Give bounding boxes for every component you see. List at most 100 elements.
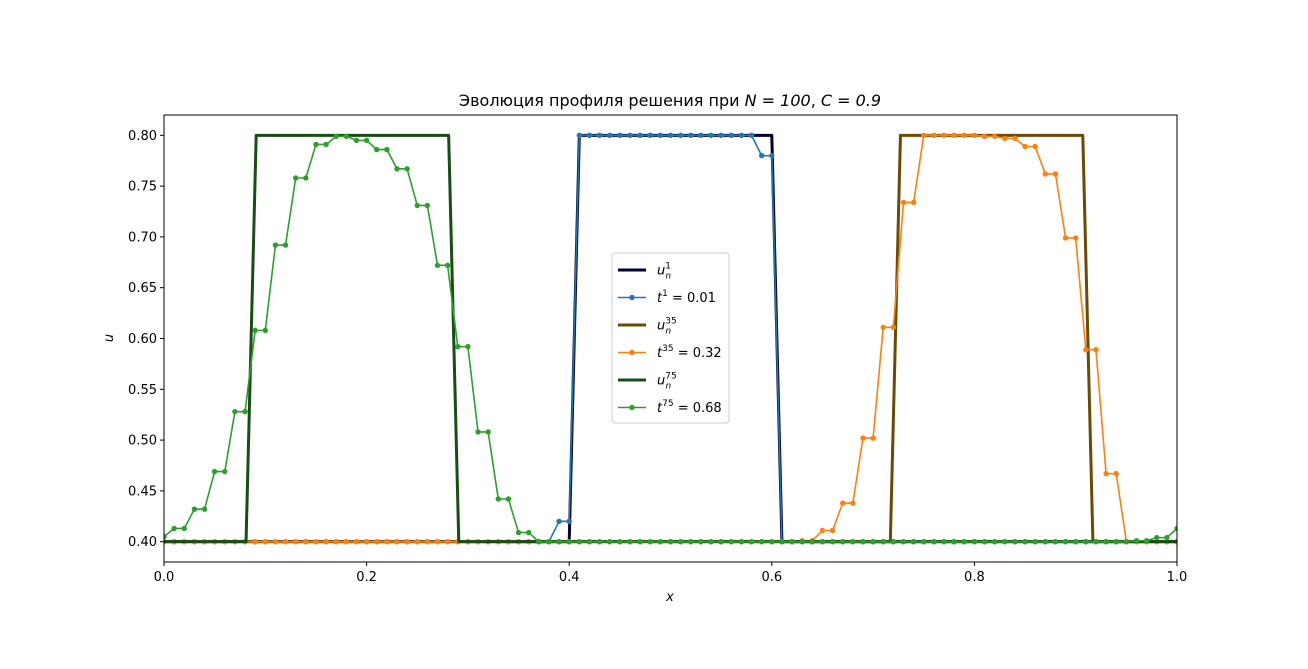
series-point-t75 (485, 429, 491, 435)
series-point-t75 (404, 166, 410, 172)
series-point-t75 (222, 468, 228, 475)
series-point-t75 (414, 202, 420, 209)
series-point-t75 (607, 538, 613, 545)
legend-label: u1 n (657, 262, 671, 282)
series-point-t35 (840, 500, 846, 506)
series-point-t75 (211, 468, 218, 475)
series-point-t35 (292, 538, 299, 545)
legend-label: u35 n (657, 317, 677, 337)
series-point-t1 (769, 152, 775, 159)
series-point-t75 (586, 538, 593, 545)
series-point-t75 (536, 538, 542, 545)
series-point-t35 (870, 435, 876, 441)
series-point-t35 (414, 538, 420, 545)
y-tick-label: 0.40 (128, 535, 157, 550)
series-point-t35 (971, 132, 978, 139)
series-point-t75 (1062, 538, 1069, 545)
series-point-t75 (799, 538, 805, 545)
series-point-t35 (343, 538, 350, 545)
series-point-t35 (860, 435, 866, 441)
series-point-t75 (809, 538, 816, 545)
legend-marker (629, 404, 635, 411)
series-point-t35 (961, 132, 967, 139)
series-point-t75 (262, 327, 268, 334)
series-point-t75 (1052, 538, 1059, 545)
series-point-t75 (323, 141, 329, 148)
series-point-t75 (941, 538, 947, 545)
series-point-t75 (444, 262, 451, 269)
y-tick-label: 0.80 (128, 129, 157, 144)
series-point-t35 (991, 133, 998, 140)
series-point-t35 (910, 199, 917, 206)
x-tick-label: 0.6 (761, 570, 782, 585)
legend-marker (629, 349, 635, 356)
y-tick-label: 0.65 (128, 281, 157, 296)
series-point-t35 (303, 538, 309, 545)
series-point-t75 (819, 538, 826, 545)
series-point-t75 (708, 538, 714, 545)
series-point-t35 (394, 538, 400, 545)
series-point-t75 (890, 538, 897, 545)
series-point-t75 (758, 538, 765, 545)
legend-label: t35 = 0.32 (657, 344, 722, 361)
y-tick-label: 0.55 (128, 383, 157, 398)
series-point-t1 (617, 132, 623, 139)
series-point-t75 (171, 525, 177, 532)
series-point-t75 (434, 262, 441, 269)
series-point-t75 (232, 408, 238, 415)
series-point-t75 (688, 538, 694, 545)
series-point-t75 (1083, 538, 1089, 545)
series-point-t75 (1042, 538, 1049, 545)
series-point-t75 (637, 538, 643, 545)
series-point-t75 (1164, 534, 1170, 541)
series-point-t75 (282, 242, 289, 248)
series-layer (164, 132, 1177, 545)
series-point-t35 (353, 538, 360, 545)
series-point-t75 (829, 538, 836, 545)
series-point-t75 (303, 175, 309, 181)
series-point-t75 (698, 538, 704, 545)
series-point-t35 (829, 527, 836, 534)
series-point-t75 (769, 538, 775, 545)
series-point-t75 (870, 538, 876, 545)
legend-entry-u75: u75 n (618, 372, 677, 392)
series-point-t75 (546, 538, 552, 545)
series-t75 (164, 133, 1177, 545)
series-point-t75 (1123, 538, 1130, 545)
series-point-t75 (860, 538, 866, 545)
series-point-t75 (1174, 525, 1177, 532)
series-point-t35 (1073, 235, 1079, 241)
series-point-t1 (657, 132, 664, 139)
series-point-t35 (890, 324, 897, 331)
x-tick-label: 0.2 (356, 570, 377, 585)
series-point-t75 (181, 525, 187, 532)
legend-label: t75 = 0.68 (657, 399, 722, 416)
series-point-t1 (677, 132, 684, 139)
series-point-t1 (647, 132, 653, 139)
series-point-t35 (404, 538, 410, 545)
series-point-t1 (607, 132, 613, 139)
series-point-t35 (424, 538, 431, 545)
series-point-t35 (880, 324, 886, 331)
series-point-t1 (688, 132, 694, 139)
series-point-t35 (1093, 346, 1099, 353)
series-point-t75 (910, 538, 917, 545)
series-point-t75 (1113, 538, 1119, 545)
series-point-t75 (961, 538, 967, 545)
series-point-t75 (596, 538, 603, 545)
series-point-t35 (333, 538, 339, 545)
series-point-t75 (627, 538, 633, 545)
y-tick-label: 0.60 (128, 332, 157, 347)
series-point-t75 (748, 538, 755, 545)
series-point-t75 (292, 175, 299, 181)
legend-entry-u1: u1 n (618, 262, 671, 282)
x-tick-label: 0.8 (964, 570, 985, 585)
series-point-t75 (971, 538, 978, 545)
y-tick-label: 0.45 (128, 484, 157, 499)
series-point-t75 (1093, 538, 1099, 545)
series-point-t75 (900, 538, 907, 545)
series-point-t75 (465, 343, 471, 350)
legend-entry-t1: t1 = 0.01 (618, 289, 716, 306)
legend-marker (629, 294, 635, 301)
series-point-t75 (647, 538, 653, 545)
